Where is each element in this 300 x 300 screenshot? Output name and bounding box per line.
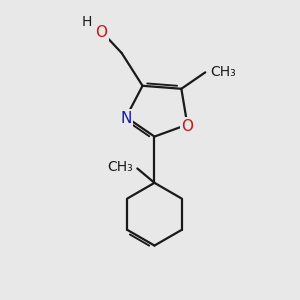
- Text: N: N: [120, 111, 132, 126]
- Text: CH₃: CH₃: [107, 160, 133, 174]
- Text: O: O: [181, 118, 193, 134]
- Text: O: O: [96, 25, 108, 40]
- Text: H: H: [82, 15, 92, 29]
- Text: CH₃: CH₃: [211, 65, 236, 80]
